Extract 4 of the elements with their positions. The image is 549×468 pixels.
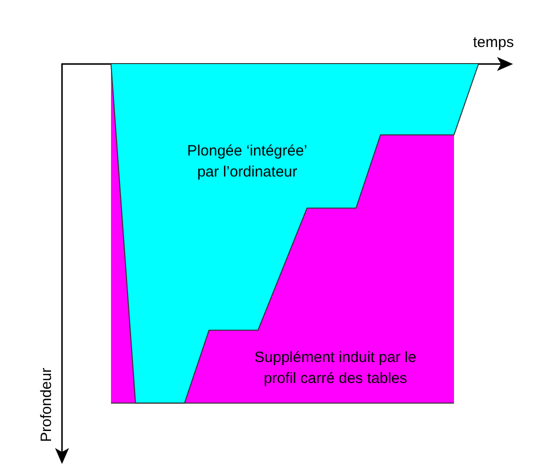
annotation: Plongée ‘intégrée’ par l’ordinateur bbox=[187, 142, 308, 180]
x-axis-title: temps bbox=[473, 34, 514, 51]
annotation: Supplément induit par le profil carré des tables bbox=[254, 349, 416, 388]
y-axis-title: Profondeur bbox=[38, 368, 55, 442]
